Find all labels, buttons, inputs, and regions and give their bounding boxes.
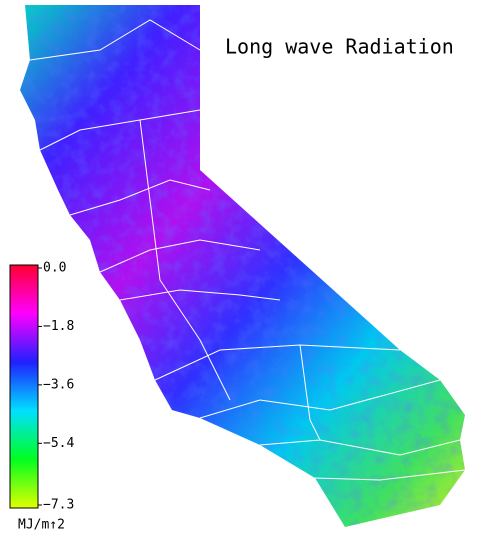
- map-title: Long wave Radiation: [225, 35, 454, 59]
- colorbar-tick-label: −5.4: [43, 436, 74, 451]
- county-lines: [29, 19, 466, 481]
- texture: [20, 5, 465, 527]
- colorbar-unit: MJ/m↑2: [18, 518, 65, 533]
- colorbar: [9, 264, 39, 509]
- colorbar-tick-label: −1.8: [43, 319, 74, 334]
- california: [20, 5, 466, 527]
- colorbar-tick-label: −7.3: [43, 498, 74, 513]
- colorbar-tick-label: 0.0: [43, 261, 66, 276]
- colorbar-tick-label: −3.6: [43, 377, 74, 392]
